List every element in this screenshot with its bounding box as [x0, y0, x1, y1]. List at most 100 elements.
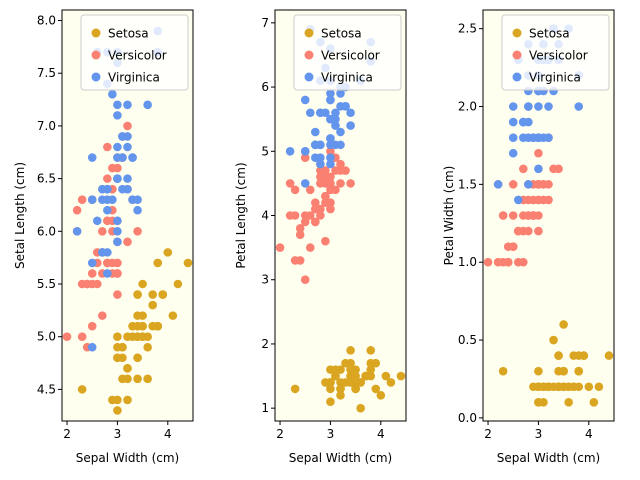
data-point — [77, 195, 87, 204]
y-tick-label: 7 — [261, 16, 269, 30]
y-tick-label: 2 — [261, 337, 269, 351]
data-point — [77, 385, 87, 394]
data-point — [113, 111, 122, 120]
data-point — [534, 164, 543, 174]
data-point — [92, 216, 102, 226]
data-point — [341, 358, 350, 368]
data-point — [300, 146, 310, 156]
data-point — [331, 371, 340, 381]
data-point — [326, 95, 335, 105]
data-point — [103, 184, 112, 194]
legend-label: Setosa — [321, 27, 362, 41]
data-point — [300, 275, 310, 285]
data-point — [346, 179, 355, 188]
data-point — [351, 365, 360, 374]
data-point — [133, 195, 142, 204]
y-tick-label: 3 — [261, 273, 269, 287]
data-point — [508, 102, 518, 111]
data-point — [113, 142, 122, 152]
data-point — [72, 227, 82, 236]
chart-panel-3: 2 3 4 0.0 0.5 1.0 1.5 2.0 2.5 Sepal Width (cm) Pet… — [442, 9, 615, 465]
data-point — [336, 127, 345, 137]
data-point — [133, 321, 142, 331]
data-point — [118, 184, 127, 194]
y-tick-label: 7.0 — [37, 119, 56, 133]
legend-marker — [512, 50, 522, 60]
data-point — [103, 142, 112, 152]
data-point — [508, 117, 518, 127]
y-tick-label: 6 — [261, 80, 269, 94]
legend-label: Versicolor — [529, 49, 588, 63]
data-point — [331, 108, 340, 118]
data-point — [326, 140, 335, 150]
data-point — [98, 248, 107, 257]
data-point — [113, 100, 122, 110]
data-point — [326, 185, 335, 195]
data-point — [534, 226, 543, 236]
data-point — [62, 332, 72, 341]
data-point — [326, 397, 335, 407]
data-point — [559, 366, 568, 376]
data-point — [326, 172, 335, 182]
data-point — [513, 195, 523, 205]
data-point — [366, 358, 376, 368]
data-point — [604, 351, 614, 360]
data-point — [305, 185, 315, 195]
data-point — [508, 211, 518, 220]
data-point — [87, 153, 97, 162]
data-point — [326, 179, 335, 188]
data-point — [133, 205, 142, 215]
data-point — [143, 100, 152, 110]
data-point — [321, 191, 330, 201]
data-point — [113, 406, 122, 415]
data-point — [138, 332, 147, 341]
x-tick-label: 4 — [585, 427, 593, 441]
data-point — [513, 226, 523, 236]
data-point — [326, 146, 335, 156]
data-point — [295, 224, 305, 233]
data-point — [498, 257, 508, 267]
data-point — [300, 95, 310, 105]
x-tick-label: 3 — [327, 427, 335, 441]
legend-label: Versicolor — [108, 49, 167, 63]
y-tick-label: 4 — [261, 209, 269, 223]
data-point — [356, 378, 365, 387]
legend-marker — [512, 72, 522, 82]
legend-marker — [304, 72, 314, 82]
data-point — [300, 153, 310, 162]
legend-marker — [304, 28, 314, 38]
data-point — [87, 269, 97, 278]
data-point — [285, 211, 295, 220]
data-point — [493, 180, 503, 189]
data-point — [133, 353, 142, 363]
legend-label: Virginica — [321, 71, 373, 85]
data-point — [534, 195, 543, 205]
data-point — [366, 346, 376, 355]
data-point — [554, 351, 563, 360]
y-axis-label: Setal Length (cm) — [13, 162, 27, 269]
data-point — [87, 258, 97, 268]
data-point — [498, 366, 508, 376]
data-point — [103, 205, 112, 215]
data-point — [113, 153, 122, 162]
y-axis-label: Petal Length (cm) — [234, 162, 248, 268]
x-tick-label: 2 — [276, 427, 284, 441]
data-point — [524, 195, 533, 205]
data-point — [519, 164, 528, 174]
data-point — [554, 164, 563, 174]
data-point — [366, 365, 376, 374]
data-point — [311, 127, 320, 137]
x-tick-label: 3 — [535, 427, 543, 441]
legend-box — [80, 14, 189, 91]
data-point — [316, 211, 325, 220]
y-tick-label: 2.5 — [458, 22, 477, 36]
data-point — [92, 279, 102, 289]
legend-box — [501, 14, 610, 91]
data-point — [534, 398, 543, 407]
data-point — [574, 366, 584, 376]
data-point — [524, 133, 533, 142]
data-point — [103, 258, 112, 268]
legend-label: Virginica — [108, 71, 160, 85]
